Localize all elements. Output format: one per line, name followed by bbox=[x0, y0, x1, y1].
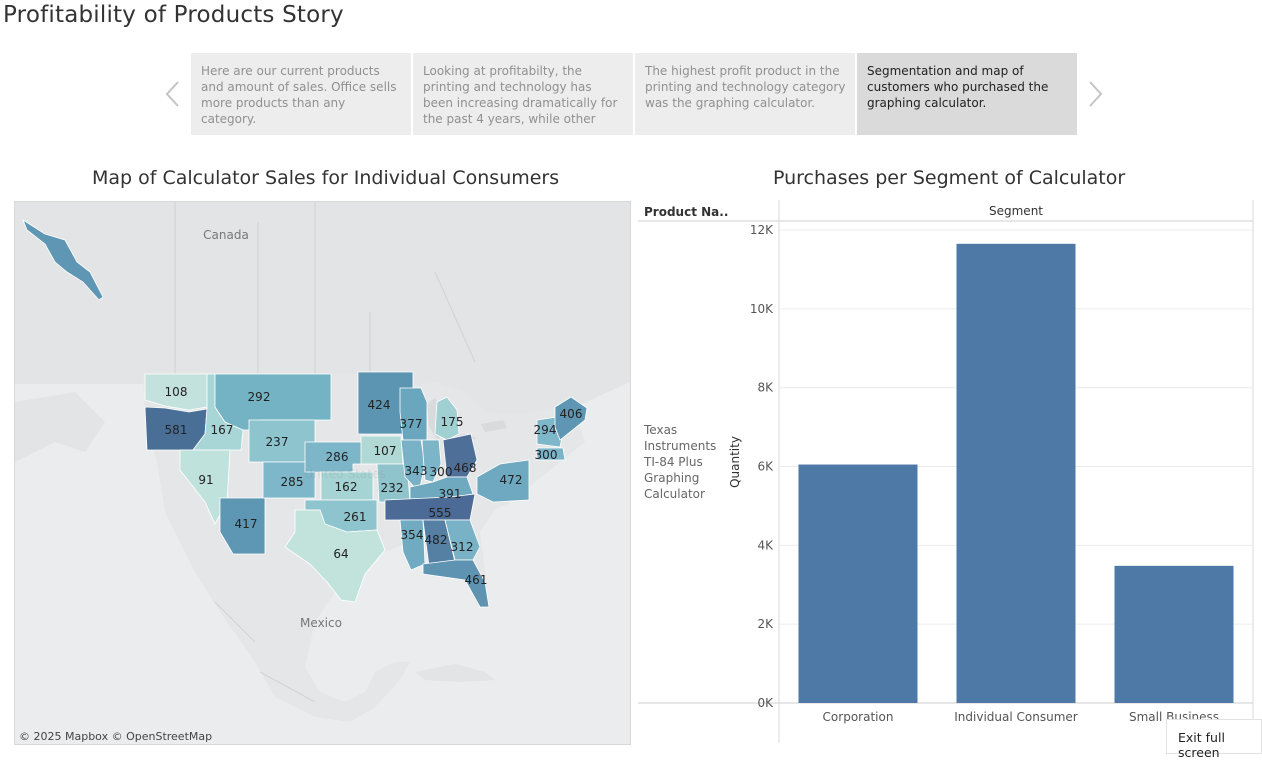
story-point-text: Here are our current products and amount… bbox=[201, 64, 397, 126]
story-points-bar: Here are our current products and amount… bbox=[191, 53, 1077, 135]
state-value-label: 286 bbox=[326, 450, 349, 464]
bar-individual-consumer[interactable] bbox=[956, 243, 1076, 703]
state-ct[interactable] bbox=[536, 447, 566, 461]
state-tn[interactable] bbox=[384, 493, 476, 521]
state-ut[interactable] bbox=[262, 461, 316, 499]
story-point-3[interactable]: The highest profit product in the printi… bbox=[635, 53, 855, 135]
story-point-1[interactable]: Here are our current products and amount… bbox=[191, 53, 411, 135]
state-value-label: 417 bbox=[235, 517, 258, 531]
bar-corporation[interactable] bbox=[798, 464, 918, 703]
state-va[interactable] bbox=[476, 459, 530, 503]
state-value-label: 472 bbox=[500, 473, 523, 487]
state-nv[interactable] bbox=[179, 449, 231, 525]
y-axis-ticks: 0K 2K 4K 6K 8K 10K 12K bbox=[750, 223, 774, 710]
story-next-button[interactable] bbox=[1084, 78, 1106, 110]
state-mi[interactable] bbox=[434, 396, 460, 441]
state-value-label: 581 bbox=[165, 423, 188, 437]
state-value-label: 294 bbox=[534, 423, 557, 437]
x-axis-categories: Corporation Individual Consumer Small Busi… bbox=[823, 710, 1219, 724]
chart-canvas: Product Na.. Segment Quantity 0K 2K 4K 6K 8K… bbox=[638, 200, 1254, 743]
map-attribution[interactable]: © 2025 Mapbox © OpenStreetMap bbox=[19, 730, 213, 743]
state-value-label: 261 bbox=[344, 510, 367, 524]
bars bbox=[798, 243, 1234, 703]
state-oh[interactable] bbox=[442, 433, 478, 478]
x-category-label: Corporation bbox=[823, 710, 894, 724]
geo-label-canada: Canada bbox=[203, 228, 249, 242]
y-tick-label: 2K bbox=[757, 617, 774, 631]
state-fl[interactable] bbox=[422, 559, 490, 608]
state-me[interactable] bbox=[554, 396, 588, 441]
geo-label-united-states: United States bbox=[304, 467, 385, 481]
state-value-label: 312 bbox=[451, 540, 474, 554]
map-title: Map of Calculator Sales for Individual C… bbox=[92, 167, 560, 189]
state-value-label: 285 bbox=[281, 475, 304, 489]
state-value-label: 300 bbox=[535, 448, 558, 462]
state-value-label: 292 bbox=[248, 390, 271, 404]
chevron-right-icon bbox=[1089, 81, 1103, 107]
state-value-label: 482 bbox=[425, 533, 448, 547]
state-value-label: 468 bbox=[454, 461, 477, 475]
y-tick-label: 0K bbox=[757, 696, 774, 710]
bar-small-business[interactable] bbox=[1114, 565, 1234, 703]
row-label-product: Texas Instruments TI-84 Plus Graphing Ca… bbox=[644, 423, 717, 501]
state-value-label: 424 bbox=[368, 398, 391, 412]
y-axis-label: Quantity bbox=[728, 436, 742, 488]
y-tick-label: 8K bbox=[757, 381, 774, 395]
story-point-text: The highest profit product in the printi… bbox=[645, 64, 846, 110]
state-ms[interactable] bbox=[399, 519, 426, 571]
state-value-label: 300 bbox=[430, 465, 453, 479]
y-tick-label: 4K bbox=[757, 538, 774, 552]
story-point-2[interactable]: Looking at profitabilty, the printing an… bbox=[413, 53, 633, 135]
story-point-4[interactable]: Segmentation and map of customers who pu… bbox=[857, 53, 1077, 135]
sales-map[interactable]: Canada Mexico United States 108 581 167 292… bbox=[14, 201, 631, 745]
state-value-label: 108 bbox=[165, 385, 188, 399]
state-value-label: 461 bbox=[465, 573, 488, 587]
segment-chart: Product Na.. Segment Quantity 0K 2K 4K 6K 8K… bbox=[638, 200, 1254, 743]
state-value-label: 107 bbox=[374, 444, 397, 458]
state-value-label: 64 bbox=[333, 547, 348, 561]
header-product-name[interactable]: Product Na.. bbox=[644, 205, 728, 219]
province-lines bbox=[174, 202, 476, 703]
story-point-text: Segmentation and map of customers who pu… bbox=[867, 64, 1049, 110]
state-value-label: 406 bbox=[560, 407, 583, 421]
geo-label-mexico: Mexico bbox=[300, 616, 342, 630]
y-tick-label: 12K bbox=[750, 223, 774, 237]
x-category-label: Individual Consumer bbox=[954, 710, 1078, 724]
state-wi[interactable] bbox=[399, 387, 428, 441]
state-value-label: 175 bbox=[441, 415, 464, 429]
state-ak[interactable] bbox=[22, 218, 104, 301]
state-value-label: 377 bbox=[400, 417, 423, 431]
y-tick-label: 10K bbox=[750, 302, 774, 316]
chart-title: Purchases per Segment of Calculator bbox=[773, 167, 1126, 189]
value-labels: 108 581 167 292 237 91 285 417 286 162 261 64 424 107… bbox=[165, 385, 583, 587]
state-value-label: 162 bbox=[335, 480, 358, 494]
states-layer bbox=[22, 218, 588, 608]
state-az[interactable] bbox=[219, 497, 266, 555]
state-value-label: 237 bbox=[266, 435, 289, 449]
header-segment[interactable]: Segment bbox=[989, 204, 1043, 218]
state-value-label: 391 bbox=[439, 487, 462, 501]
map-canvas[interactable]: Canada Mexico United States 108 581 167 292… bbox=[15, 202, 630, 744]
state-il[interactable] bbox=[400, 439, 426, 493]
story-point-text: Looking at profitabilty, the printing an… bbox=[423, 64, 618, 126]
state-value-label: 343 bbox=[405, 464, 428, 478]
state-value-label: 354 bbox=[401, 528, 424, 542]
chevron-left-icon bbox=[165, 81, 179, 107]
state-value-label: 91 bbox=[198, 473, 213, 487]
story-prev-button[interactable] bbox=[162, 78, 184, 110]
state-tx[interactable] bbox=[284, 509, 386, 603]
state-in[interactable] bbox=[421, 439, 442, 483]
state-value-label: 167 bbox=[211, 423, 234, 437]
state-value-label: 232 bbox=[381, 481, 404, 495]
story-title: Profitability of Products Story bbox=[3, 2, 344, 28]
exit-full-screen-button[interactable]: Exit full screen bbox=[1166, 719, 1262, 760]
state-ga[interactable] bbox=[444, 519, 481, 561]
y-tick-label: 6K bbox=[757, 460, 774, 474]
state-value-label: 555 bbox=[429, 506, 452, 520]
